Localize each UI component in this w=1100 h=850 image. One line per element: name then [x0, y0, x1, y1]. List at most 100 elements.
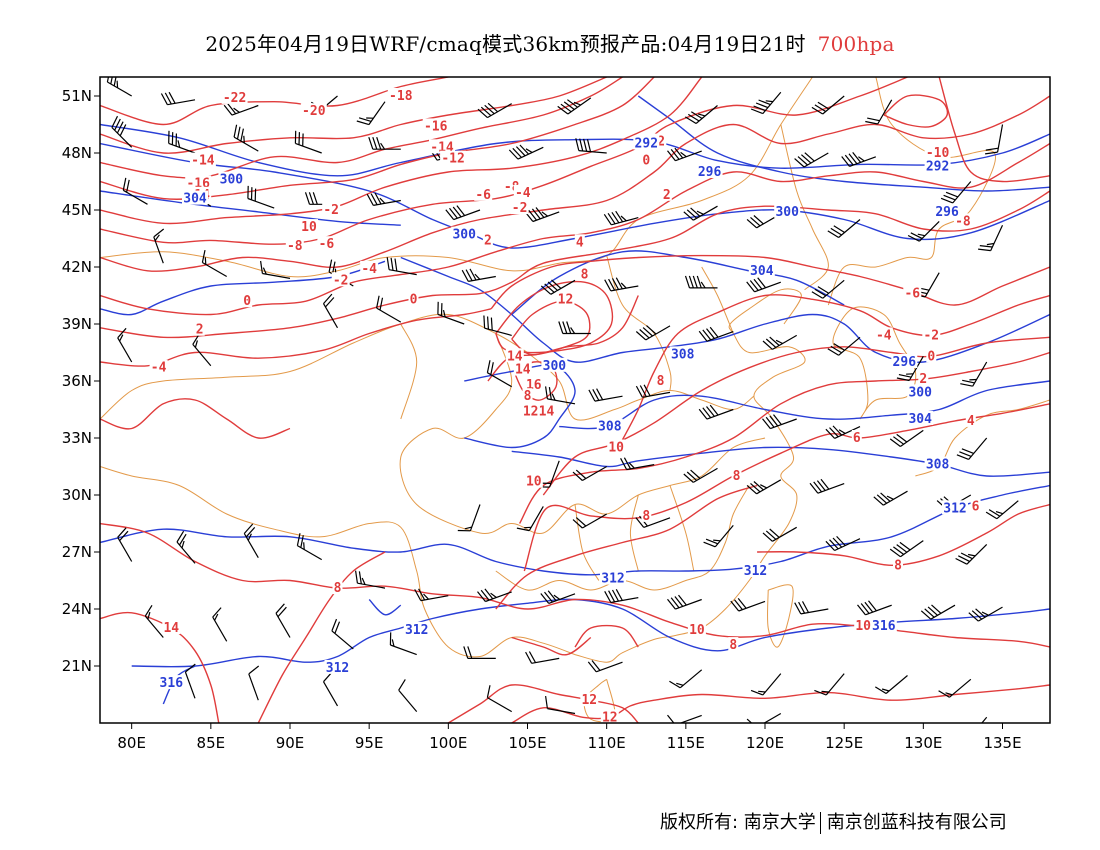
contour-label: 0 — [927, 349, 935, 364]
wind-barb — [620, 457, 655, 471]
map-frame — [99, 76, 1051, 724]
wind-barb — [669, 669, 703, 689]
lon-tick-label: 100E — [429, 734, 467, 752]
lon-tick-label: 130E — [904, 734, 942, 752]
contour-label: -14 — [191, 154, 215, 169]
wind-barb — [920, 604, 956, 620]
boundary-line — [495, 485, 750, 591]
wind-barb — [355, 570, 386, 589]
lon-tick-label: 90E — [276, 734, 305, 752]
contour-label-bg — [221, 89, 248, 104]
contour-label: 312 — [405, 623, 428, 638]
contour-label: 292 — [926, 159, 949, 174]
contour-label-bg — [574, 234, 585, 249]
contour-label: 316 — [872, 619, 896, 634]
wind-barb — [746, 712, 782, 723]
boundary-line — [780, 124, 829, 291]
wind-barb — [684, 275, 718, 289]
boundary-line — [574, 288, 806, 663]
boundary-line — [832, 306, 917, 420]
contour-label-bg — [641, 507, 652, 522]
temperature-contour — [938, 77, 1050, 183]
wind-barb — [322, 671, 339, 707]
contour-label: 10 — [608, 441, 624, 456]
contour-label-bg — [580, 692, 599, 707]
temperature-contour — [100, 95, 1050, 272]
contour-label-bg — [926, 348, 937, 363]
wind-barb — [356, 101, 386, 126]
contour-label: 6 — [853, 431, 861, 446]
lon-tick-label: 110E — [588, 734, 626, 752]
wind-barb — [940, 181, 972, 204]
plot-area: -22-20-18-16-14-12-14-16-14-8-6-4-2-2-21… — [100, 77, 1050, 725]
contour-label-bg — [965, 412, 976, 427]
contour-label-bg — [522, 388, 533, 403]
temperature-contour — [100, 77, 449, 126]
lat-tick-label: 39N — [62, 315, 92, 333]
contour-label: 296 — [893, 355, 917, 370]
wind-barb — [389, 632, 417, 656]
temperature-contour — [100, 190, 1050, 339]
contour-label-bg — [403, 621, 430, 636]
contour-label: 0 — [410, 292, 418, 307]
temperature-contour — [100, 142, 1050, 316]
wind-barb — [545, 386, 576, 405]
contour-label-bg — [537, 403, 556, 418]
contour-label: 308 — [671, 347, 695, 362]
wind-barb — [437, 301, 465, 325]
wind-barb — [575, 138, 607, 154]
wind-barb — [604, 277, 639, 292]
contour-label-bg — [510, 200, 529, 215]
wind-barb — [477, 102, 512, 119]
boundary-line — [100, 466, 576, 658]
wind-barb — [160, 91, 196, 106]
contour-label: 300 — [452, 228, 476, 243]
contour-label: 10 — [301, 220, 317, 235]
contour-label-bg — [600, 709, 619, 723]
lat-tick-label: 30N — [62, 486, 92, 504]
contour-label: 2 — [663, 188, 671, 203]
contour-label-bg — [742, 563, 769, 577]
temperature-contour — [100, 77, 623, 179]
contour-label: -2 — [333, 273, 349, 288]
wind-barb — [486, 685, 512, 713]
wind-barb — [667, 714, 702, 723]
contour-label: 12 — [581, 693, 597, 708]
wind-barb — [762, 414, 797, 430]
contour-label: 8 — [729, 638, 737, 653]
height-contour — [100, 190, 401, 226]
contour-label-bg — [774, 203, 801, 218]
temperature-contour — [574, 624, 639, 648]
wind-barb — [587, 660, 623, 673]
contour-label: 0 — [642, 154, 650, 169]
contour-label: 300 — [220, 173, 244, 188]
wind-barb — [248, 665, 260, 701]
contour-label: 312 — [326, 661, 349, 676]
contour-label-bg — [607, 439, 626, 454]
contour-label-bg — [162, 620, 181, 634]
contour-label: 8 — [894, 558, 902, 573]
contour-label-bg — [893, 557, 903, 572]
wind-barb — [827, 219, 861, 239]
lat-tick-label: 48N — [62, 144, 92, 162]
contour-label-bg — [748, 262, 775, 277]
wind-barb — [445, 205, 481, 221]
contour-label: 12 — [602, 710, 618, 725]
contour-label-bg — [285, 238, 304, 253]
contour-label-bg — [731, 468, 742, 482]
footer-credit: 版权所有: 南京大学 南京创蓝科技有限公司 — [660, 808, 1007, 834]
boundary-line — [669, 485, 695, 572]
wind-barb — [168, 130, 196, 154]
contour-label-bg — [189, 152, 216, 167]
wind-barb — [368, 137, 401, 150]
height-contour — [100, 484, 1050, 576]
contour-label: 296 — [935, 205, 959, 220]
contour-label-bg — [185, 175, 212, 190]
lon-tick-label: 95E — [355, 734, 384, 752]
contour-label-bg — [907, 411, 934, 425]
contour-label: 14 — [515, 363, 531, 378]
contour-label-bg — [422, 118, 449, 133]
wind-barb — [524, 207, 560, 223]
contour-label: 14 — [163, 621, 179, 636]
wind-barb — [889, 429, 924, 447]
